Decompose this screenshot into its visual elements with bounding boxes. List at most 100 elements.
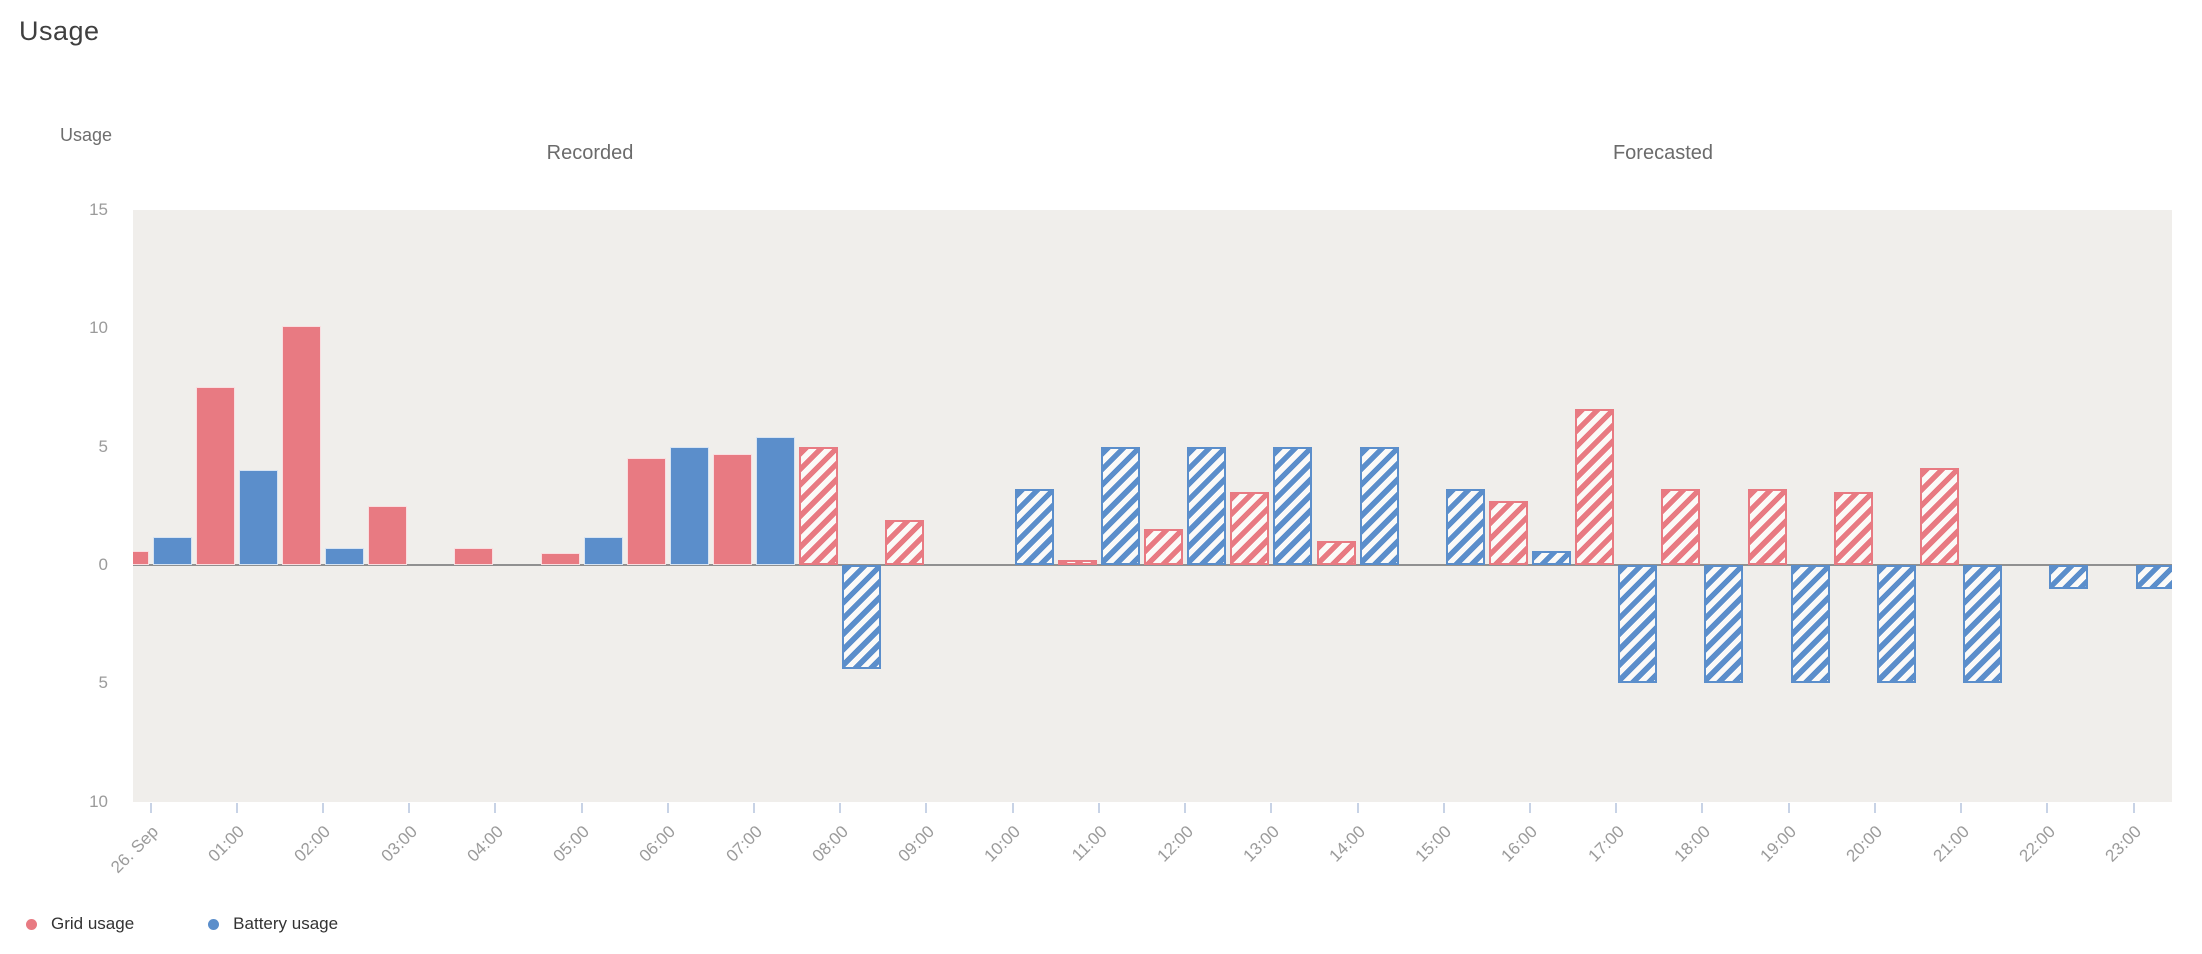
x-tick-mark-03:00: [408, 803, 411, 813]
x-tick-mark-18:00: [1701, 803, 1704, 813]
bar-grid-18:00[interactable]: [1661, 489, 1701, 565]
x-tick-mark-22:00: [2046, 803, 2049, 813]
x-tick-label-08:00: 08:00: [808, 822, 852, 866]
legend-marker-icon-grid: [26, 918, 37, 930]
legend-item-battery-usage[interactable]: Battery usage: [208, 914, 338, 934]
y-tick-label-10: 10: [89, 318, 108, 338]
bar-battery-17:00[interactable]: [1618, 565, 1658, 684]
legend-label: Battery usage: [233, 914, 339, 933]
bar-battery-08:00[interactable]: [842, 565, 882, 670]
x-tick-mark-26. Sep: [149, 803, 152, 813]
x-tick-mark-16:00: [1529, 803, 1532, 813]
bar-battery-07:00[interactable]: [756, 437, 796, 565]
bar-grid-13:00[interactable]: [1230, 491, 1270, 565]
bar-grid-02:00[interactable]: [281, 325, 321, 565]
bar-battery-10:00[interactable]: [1014, 489, 1054, 565]
bar-grid-21:00[interactable]: [1920, 467, 1960, 565]
legend-marker-icon-battery: [208, 918, 220, 930]
x-tick-label-02:00: 02:00: [290, 822, 335, 866]
x-tick-label-16:00: 16:00: [1497, 822, 1542, 866]
bar-battery-22:00[interactable]: [2049, 565, 2089, 589]
bar-battery-02:00[interactable]: [324, 548, 364, 565]
bar-battery-16:00[interactable]: [1532, 550, 1572, 565]
bar-grid-03:00[interactable]: [368, 505, 408, 565]
legend-item-grid-usage[interactable]: Grid usage: [26, 914, 134, 934]
y-tick-label-10-neg: 10: [89, 791, 108, 811]
x-tick-label-19:00: 19:00: [1756, 822, 1801, 866]
x-tick-mark-05:00: [580, 803, 583, 813]
x-tick-label-05:00: 05:00: [549, 822, 594, 866]
bar-grid-08:00[interactable]: [799, 446, 839, 565]
x-tick-mark-11:00: [1097, 803, 1100, 813]
recorded-section-label: Recorded: [546, 142, 634, 164]
bar-battery-21:00[interactable]: [1963, 565, 2003, 684]
bar-grid-07:00[interactable]: [713, 453, 753, 565]
bar-battery-13:00[interactable]: [1273, 446, 1313, 565]
bar-grid-09:00[interactable]: [885, 520, 925, 565]
x-tick-label-12:00: 12:00: [1153, 822, 1197, 866]
bar-grid-04:00[interactable]: [454, 548, 494, 565]
x-tick-mark-19:00: [1787, 803, 1790, 813]
bar-battery-18:00[interactable]: [1704, 565, 1744, 684]
bar-grid-19:00[interactable]: [1747, 489, 1787, 565]
x-tick-mark-14:00: [1356, 803, 1359, 813]
bar-grid-01:00[interactable]: [195, 387, 235, 565]
x-tick-mark-02:00: [321, 803, 324, 813]
bar-battery-01:00[interactable]: [238, 470, 278, 565]
bar-grid-16:00[interactable]: [1489, 501, 1529, 565]
page-title: Usage: [19, 16, 100, 46]
x-tick-label-22:00: 22:00: [2015, 822, 2059, 866]
bar-battery-26. Sep[interactable]: [152, 536, 192, 565]
bar-grid-14:00[interactable]: [1316, 541, 1356, 565]
x-tick-mark-08:00: [839, 803, 842, 813]
x-tick-mark-09:00: [925, 803, 928, 813]
bar-grid-06:00[interactable]: [626, 458, 666, 565]
x-tick-mark-17:00: [1615, 803, 1618, 813]
x-tick-label-26. Sep: 26. Sep: [107, 822, 162, 877]
bar-grid-05:00[interactable]: [540, 553, 580, 565]
x-tick-label-07:00: 07:00: [721, 822, 766, 866]
x-tick-mark-13:00: [1270, 803, 1273, 813]
x-tick-label-14:00: 14:00: [1325, 822, 1370, 866]
bar-battery-06:00[interactable]: [669, 446, 709, 565]
x-tick-label-23:00: 23:00: [2101, 822, 2145, 866]
x-tick-label-21:00: 21:00: [1929, 822, 1973, 866]
x-tick-label-03:00: 03:00: [377, 822, 421, 866]
x-tick-label-11:00: 11:00: [1067, 822, 1111, 865]
legend: Grid usage Battery usage: [26, 914, 338, 934]
x-tick-label-10:00: 10:00: [980, 822, 1025, 866]
bar-battery-15:00[interactable]: [1445, 489, 1485, 565]
y-axis-title: Usage: [60, 125, 113, 145]
bar-battery-23:00[interactable]: [2135, 565, 2172, 589]
bar-battery-12:00[interactable]: [1187, 446, 1227, 565]
x-tick-label-13:00: 13:00: [1239, 822, 1283, 866]
x-tick-label-09:00: 09:00: [894, 822, 938, 866]
x-tick-label-01:00: 01:00: [204, 822, 249, 866]
x-tick-label-06:00: 06:00: [635, 822, 680, 866]
x-tick-label-17:00: 17:00: [1584, 822, 1628, 866]
x-tick-mark-01:00: [235, 803, 238, 813]
bar-battery-11:00[interactable]: [1100, 446, 1140, 565]
bar-grid-20:00[interactable]: [1833, 491, 1873, 565]
bar-battery-05:00[interactable]: [583, 536, 623, 565]
x-tick-mark-20:00: [1873, 803, 1876, 813]
x-tick-mark-04:00: [494, 803, 497, 813]
bar-grid-12:00[interactable]: [1144, 529, 1184, 565]
y-tick-label-15: 15: [89, 199, 108, 219]
bar-battery-19:00[interactable]: [1790, 565, 1830, 684]
forecasted-section-label: Forecasted: [1612, 142, 1714, 164]
bar-grid-11:00[interactable]: [1057, 560, 1097, 565]
x-tick-mark-10:00: [1011, 803, 1014, 813]
x-tick-mark-23:00: [2132, 803, 2135, 813]
x-tick-label-18:00: 18:00: [1670, 822, 1714, 866]
bar-battery-20:00[interactable]: [1876, 565, 1916, 684]
x-tick-label-04:00: 04:00: [463, 822, 507, 866]
bar-grid-26. Sep[interactable]: [133, 550, 149, 565]
x-tick-mark-21:00: [1960, 803, 1963, 813]
legend-label: Grid usage: [51, 914, 135, 933]
bar-battery-14:00[interactable]: [1359, 446, 1399, 565]
bar-grid-17:00[interactable]: [1575, 408, 1615, 565]
x-tick-mark-06:00: [666, 803, 669, 813]
x-tick-mark-07:00: [753, 803, 756, 813]
